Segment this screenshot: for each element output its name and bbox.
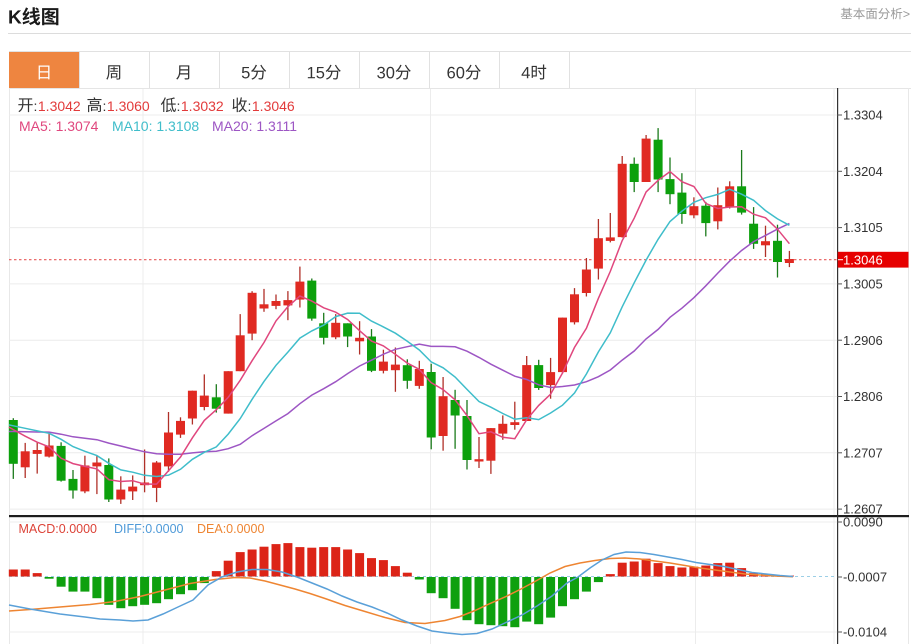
svg-text::: :: [177, 98, 181, 114]
svg-text:MA20: 1.3111: MA20: 1.3111: [212, 118, 297, 134]
svg-text:DIFF:0.0000: DIFF:0.0000: [114, 522, 184, 536]
svg-text:1.2806: 1.2806: [843, 389, 883, 404]
svg-text:MACD:0.0000: MACD:0.0000: [19, 522, 98, 536]
svg-text:1.2906: 1.2906: [843, 333, 883, 348]
svg-text:-0.0007: -0.0007: [843, 570, 887, 585]
svg-text::: :: [248, 98, 252, 114]
svg-text:DEA:0.0000: DEA:0.0000: [197, 522, 264, 536]
svg-text:MA5: 1.3074: MA5: 1.3074: [19, 118, 99, 134]
svg-text:1.3304: 1.3304: [843, 108, 883, 123]
svg-text:1.2707: 1.2707: [843, 445, 883, 460]
svg-text:-0.0104: -0.0104: [843, 625, 887, 640]
svg-text:1.3046: 1.3046: [252, 98, 295, 114]
svg-text::: :: [103, 98, 107, 114]
svg-text:0.0090: 0.0090: [843, 515, 883, 530]
svg-text:1.3204: 1.3204: [843, 164, 883, 179]
svg-text:1.3042: 1.3042: [38, 98, 81, 114]
svg-text:1.3060: 1.3060: [107, 98, 150, 114]
svg-text:1.3046: 1.3046: [843, 252, 883, 267]
svg-text:1.3105: 1.3105: [843, 220, 883, 235]
svg-text::: :: [34, 98, 38, 114]
svg-text:1.3032: 1.3032: [181, 98, 224, 114]
svg-text:MA10: 1.3108: MA10: 1.3108: [112, 118, 199, 134]
svg-text:1.3005: 1.3005: [843, 277, 883, 292]
svg-text:1.2607: 1.2607: [843, 502, 883, 517]
